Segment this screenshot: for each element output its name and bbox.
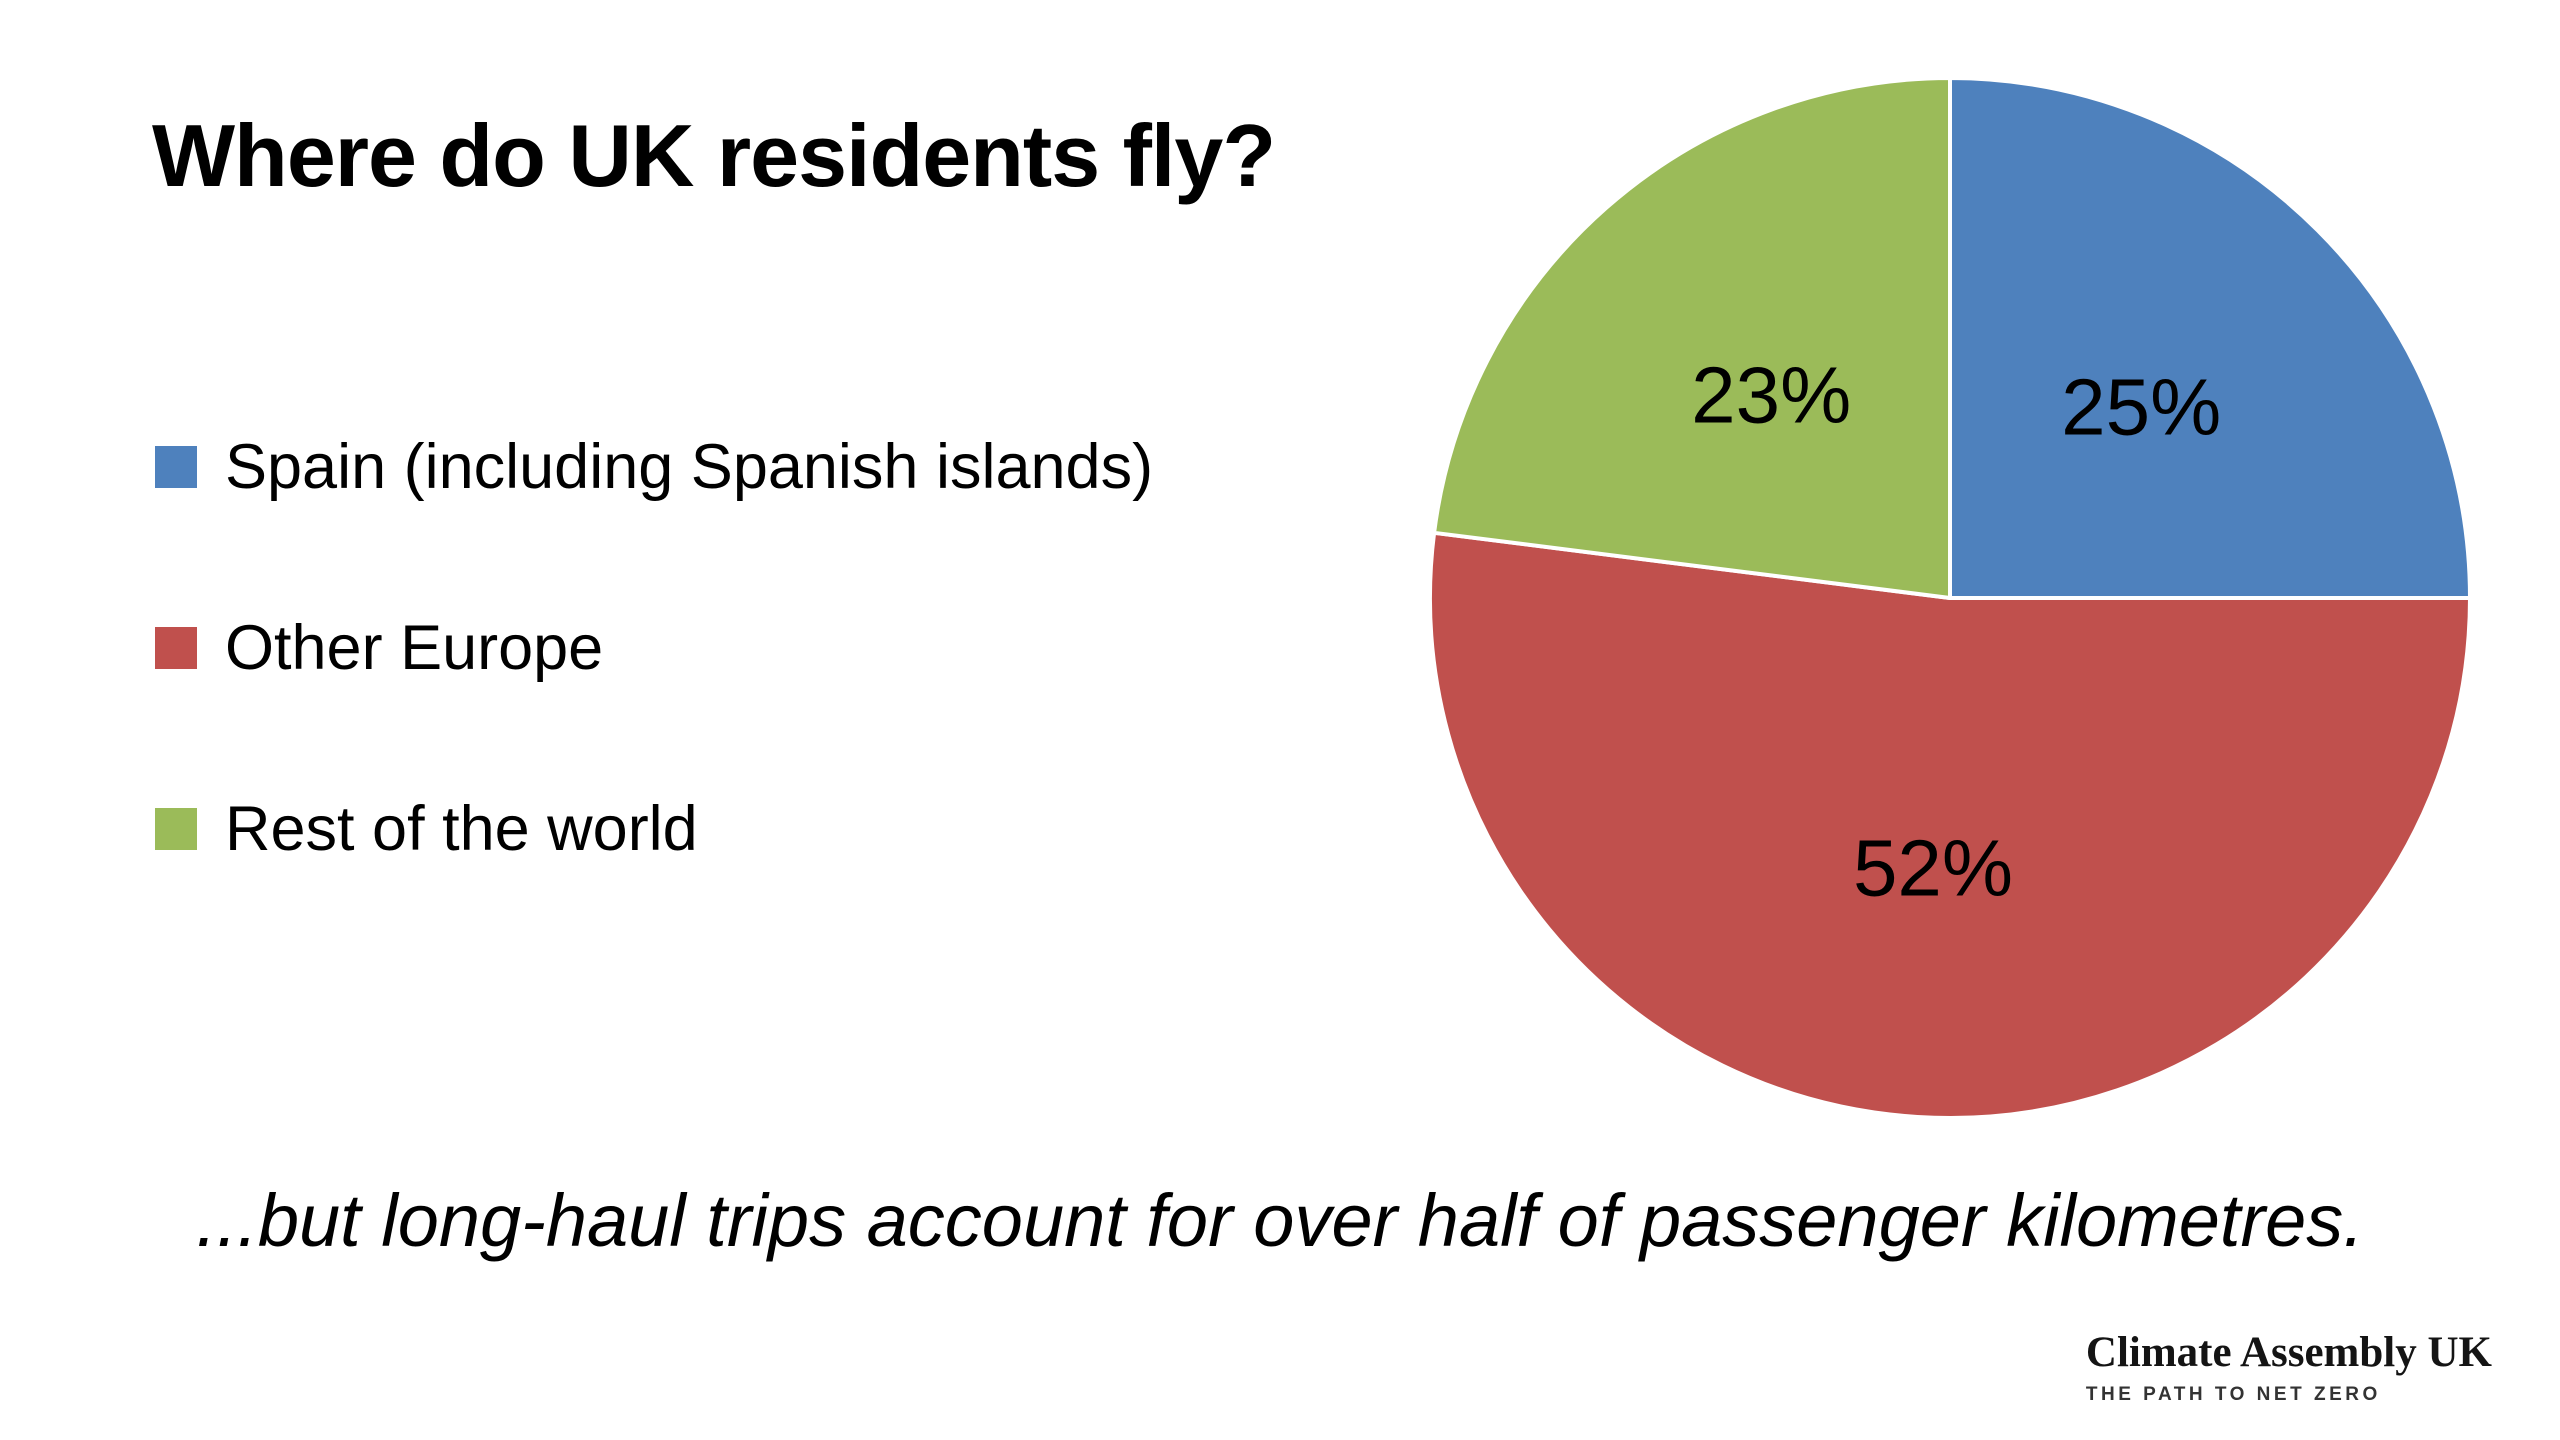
- legend-label: Spain (including Spanish islands): [225, 431, 1154, 502]
- pie-slice: [1948, 78, 2470, 600]
- legend-label: Rest of the world: [225, 793, 698, 864]
- caption: ...but long-haul trips account for over …: [196, 1179, 2364, 1262]
- legend: Spain (including Spanish islands) Other E…: [155, 431, 1153, 974]
- pie-slice: [1430, 530, 2470, 1118]
- pie-slice-label: 25%: [2061, 362, 2221, 451]
- chart-title: Where do UK residents fly?: [152, 106, 1276, 205]
- logo-title: Climate Assembly UK: [2085, 1329, 2492, 1376]
- pie-slice: [1432, 78, 1952, 600]
- pie-slice-label: 23%: [1691, 351, 1851, 440]
- pie-slice-label: 52%: [1853, 823, 2013, 912]
- legend-item: Other Europe: [155, 612, 1153, 684]
- pie-chart: 25% 52% 23%: [1430, 78, 2470, 1118]
- legend-swatch: [155, 808, 197, 850]
- logo-tagline: THE PATH TO NET ZERO: [2085, 1384, 2381, 1406]
- legend-item: Rest of the world: [155, 793, 1153, 865]
- legend-item: Spain (including Spanish islands): [155, 431, 1153, 503]
- legend-swatch: [155, 446, 197, 488]
- logo-climate-assembly-uk: Climate Assembly UK THE PATH TO NET ZERO: [2086, 1330, 2492, 1406]
- legend-label: Other Europe: [225, 612, 604, 683]
- legend-swatch: [155, 627, 197, 669]
